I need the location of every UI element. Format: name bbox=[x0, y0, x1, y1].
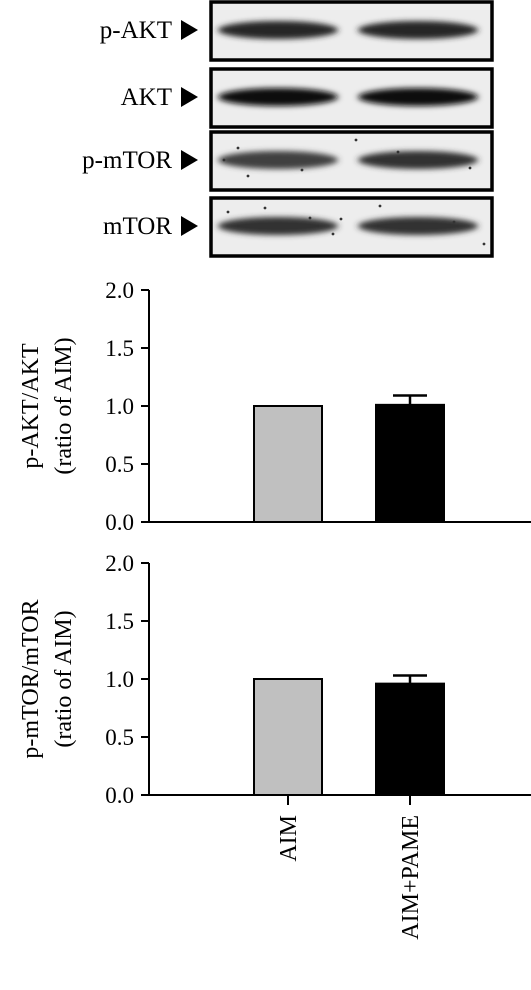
blot-band-p-mtor-lane1 bbox=[218, 151, 338, 169]
y-axis-title-line2-1: (ratio of AIM) bbox=[51, 337, 77, 474]
x-tick-label-aim-pame: AIM+PAME bbox=[398, 815, 424, 940]
blot-band-akt-lane2 bbox=[358, 88, 478, 106]
y-tick-label-2-1-5: 1.5 bbox=[105, 609, 134, 634]
y-tick-label-1-1-5: 1.5 bbox=[105, 336, 134, 361]
blot-speck-15 bbox=[308, 216, 312, 220]
western-blot-panel: p-AKT AKT p-mTOR mTOR bbox=[82, 0, 494, 258]
blot-speck-14 bbox=[396, 150, 400, 154]
chart-1: 0.0 0.5 1.0 1.5 2.0 p-AKT/AKT (ratio of AIM) bbox=[18, 278, 531, 535]
y-tick-label-1-2-0: 2.0 bbox=[105, 278, 134, 303]
blot-label-p-akt: p-AKT bbox=[100, 17, 172, 44]
blot-label-mtor: mTOR bbox=[103, 213, 172, 240]
blot-band-mtor-lane2 bbox=[358, 217, 478, 235]
y-tick-label-2-0-5: 0.5 bbox=[105, 725, 134, 750]
y-tick-label-2-1-0: 1.0 bbox=[105, 667, 134, 692]
blot-speck-10 bbox=[378, 204, 382, 208]
blot-speck-1 bbox=[236, 146, 240, 150]
y-tick-label-1-0-0: 0.0 bbox=[105, 510, 134, 535]
y-axis-title-line1-2: p-mTOR/mTOR bbox=[18, 599, 44, 758]
blot-band-p-akt-lane1 bbox=[218, 21, 338, 39]
blot-arrow-p-akt bbox=[181, 20, 198, 40]
blot-band-p-akt-lane2 bbox=[358, 21, 478, 39]
blot-speck-2 bbox=[300, 168, 304, 172]
bar-1-aim-pame bbox=[375, 403, 445, 523]
blot-band-mtor-lane1 bbox=[218, 217, 338, 235]
blot-speck-13 bbox=[246, 174, 250, 178]
blot-label-akt: AKT bbox=[121, 84, 172, 111]
bar-2-aim-pame bbox=[375, 682, 445, 797]
blot-band-p-mtor-lane2 bbox=[358, 151, 478, 169]
blot-arrow-mtor bbox=[181, 216, 198, 236]
chart-2: 0.0 0.5 1.0 1.5 2.0 p-mTOR/mTOR (ratio of AIM) bbox=[18, 551, 531, 808]
blot-speck-8 bbox=[331, 232, 335, 236]
blot-speck-3 bbox=[354, 138, 358, 142]
blot-speck-5 bbox=[468, 166, 472, 170]
blot-speck-9 bbox=[339, 217, 343, 221]
blot-band-akt-lane1 bbox=[218, 88, 338, 106]
blot-arrow-p-mtor bbox=[181, 150, 198, 170]
blot-speck-12 bbox=[482, 242, 486, 246]
bar-1-aim bbox=[253, 405, 323, 523]
y-tick-label-2-2-0: 2.0 bbox=[105, 551, 134, 576]
blot-arrow-akt bbox=[181, 87, 198, 107]
y-tick-label-1-1-0: 1.0 bbox=[105, 394, 134, 419]
y-tick-label-2-0-0: 0.0 bbox=[105, 783, 134, 808]
blot-speck-11 bbox=[452, 220, 456, 224]
blot-label-p-mtor: p-mTOR bbox=[82, 147, 172, 174]
blot-speck-6 bbox=[226, 210, 230, 214]
blot-speck-7 bbox=[263, 206, 267, 210]
bar-charts: 0.00.51.01.52.0p-AKT/AKT (ratio of AIM)0.… bbox=[18, 278, 531, 808]
y-axis-title-line1-1: p-AKT/AKT bbox=[18, 343, 44, 469]
y-tick-label-1-0-5: 0.5 bbox=[105, 452, 134, 477]
blot-speck-4 bbox=[438, 156, 442, 160]
category-labels: AIM AIM+PAME bbox=[276, 795, 424, 940]
bar-2-aim bbox=[253, 678, 323, 796]
y-axis-title-line2-2: (ratio of AIM) bbox=[51, 610, 77, 747]
x-tick-label-aim: AIM bbox=[276, 815, 302, 862]
blot-speck-0 bbox=[222, 158, 226, 162]
